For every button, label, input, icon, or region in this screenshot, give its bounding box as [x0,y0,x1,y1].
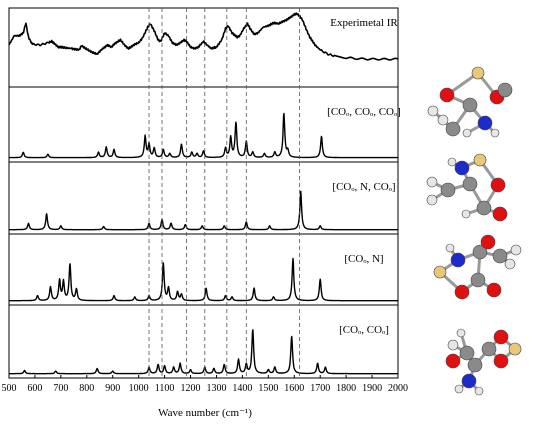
x-tick-label-3: 800 [79,383,94,394]
reference-lines [148,8,300,378]
panel-label-1: [COₒ, COₒ, COₒ] [327,106,401,118]
molecule-illustrations [426,66,522,396]
x-tick-label-8: 1300 [206,383,226,394]
hydrogen-atom [447,339,459,351]
carbon-atom [462,176,478,192]
hydrogen-atom [490,128,500,138]
carbon-atom [497,82,513,98]
x-tick-label-13: 1800 [336,383,356,394]
hydrogen-atom [462,128,472,138]
hydrogen-atom [447,157,457,167]
hydrogen-atom [461,209,471,219]
x-tick-label-1: 600 [27,383,42,394]
panel-label-2: [COₒ, N, COₒ] [332,181,395,193]
hydrogen-atom [456,328,466,338]
x-tick-label-7: 1200 [181,383,201,394]
carbon-atom [476,200,492,216]
hydrogen-atom [445,243,455,253]
spectrum-line-1 [8,112,399,159]
oxygen-atom [493,353,509,369]
metal-atom [508,342,522,356]
metal-atom [433,265,447,279]
spectrum-panel-2: [COₒ, N, COₒ] [8,161,399,235]
x-tick-label-9: 1400 [232,383,252,394]
panels-layer: Experimetal IR [COₒ, COₒ, COₒ] [COₒ, N, CO… [8,7,401,379]
hydrogen-atom [474,386,484,396]
carbon-atom [472,244,488,260]
carbon-atom [481,341,497,357]
carbon-atom [445,121,461,137]
panel-label-3: [COₒ, N] [344,253,383,265]
oxygen-atom [454,284,470,300]
nitrogen-atom [450,252,466,268]
carbon-atom [459,345,475,361]
molecule-co-co [445,328,522,396]
molecule-co-n-co [426,153,508,222]
carbon-atom [470,272,486,288]
carbon-atom [462,97,478,113]
hydrogen-atom [426,194,438,206]
x-tick-label-4: 900 [105,383,120,394]
x-axis-label: Wave number (cm⁻¹) [158,407,252,419]
molecule-co-n [433,234,522,300]
oxygen-atom [486,282,502,298]
x-tick-label-15: 2000 [388,383,408,394]
hydrogen-atom [437,114,449,126]
oxygen-atom [493,329,509,345]
spectrum-panel-3: [COₒ, N] [8,233,399,306]
nitrogen-atom [461,373,477,389]
oxygen-atom [480,234,496,250]
spectrum-panel-0: Experimetal IR [8,7,399,88]
hydrogen-atom [426,176,438,188]
oxygen-atom [490,177,506,193]
spectrum-panel-4: [COₒ, COₒ] [8,304,399,379]
oxygen-atom [445,353,461,369]
spectrum-line-4 [8,329,399,375]
panel-frame [8,304,399,379]
x-tick-label-14: 1900 [362,383,382,394]
x-axis: 500 600 700 800 900 1000 1100 1200 1300 1400 1500 1… [2,375,408,394]
hydrogen-atom [454,384,464,394]
oxygen-atom [492,206,508,222]
molecule-co-co-co [427,66,513,138]
hydrogen-atom [427,105,439,117]
x-tick-label-2: 700 [53,383,68,394]
carbon-atom [467,357,483,373]
spectrum-line-2 [8,190,399,231]
oxygen-atom [439,87,455,103]
x-tick-label-10: 1500 [258,383,278,394]
x-tick-label-6: 1100 [155,383,175,394]
x-tick-label-12: 1700 [310,383,330,394]
carbon-atom [492,248,508,264]
panel-label-4: [COₒ, COₒ] [339,324,389,336]
carbon-atom [440,182,456,198]
x-tick-label-5: 1000 [129,383,149,394]
panel-label-0: Experimetal IR [330,17,398,29]
nitrogen-atom [477,115,493,131]
spectrum-line-3 [8,257,399,302]
x-tick-label-11: 1600 [284,383,304,394]
metal-atom [473,153,487,167]
panel-frame [8,161,399,235]
nitrogen-atom [454,160,470,176]
hydrogen-atom [504,258,516,270]
spectrum-line-0 [8,12,399,61]
x-tick-label-0: 500 [2,383,17,394]
hydrogen-atom [510,244,522,256]
metal-atom [471,66,485,80]
